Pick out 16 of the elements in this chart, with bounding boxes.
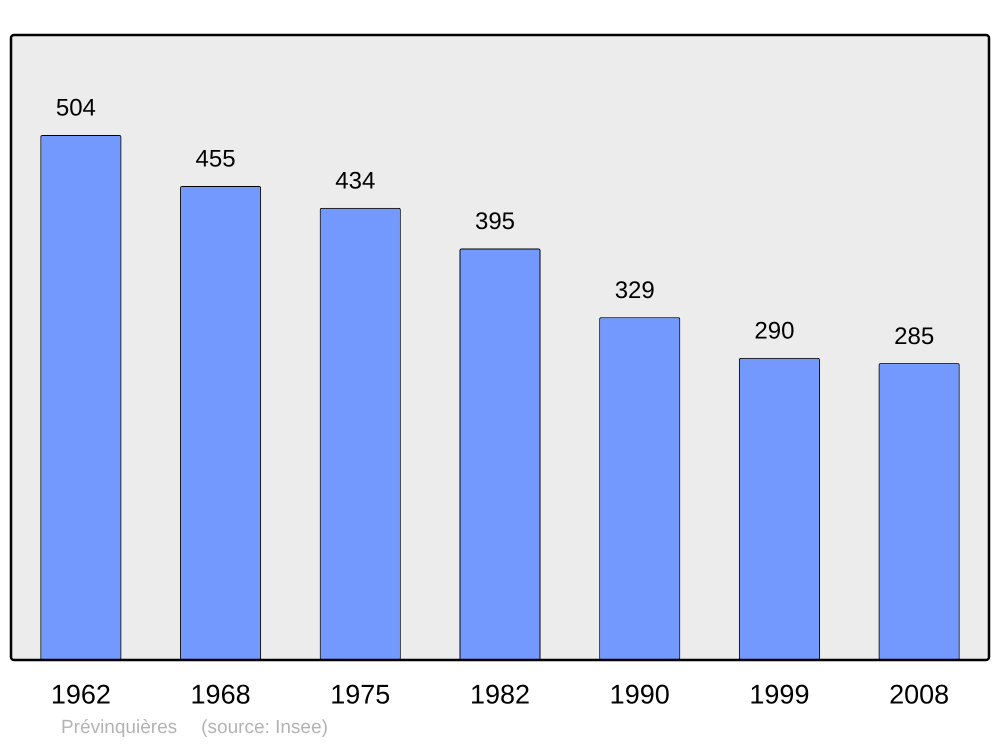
data-label: 290 xyxy=(754,318,794,345)
x-tick-label: 1975 xyxy=(330,680,390,710)
x-tick-label: 1962 xyxy=(50,680,111,710)
x-tick-label: 1968 xyxy=(190,680,251,710)
x-tick-label: 1999 xyxy=(749,680,810,710)
data-label: 504 xyxy=(56,94,96,122)
x-tick-label: 1982 xyxy=(470,680,530,710)
data-label: 455 xyxy=(196,146,236,173)
data-label: 285 xyxy=(894,322,934,350)
data-label: 395 xyxy=(474,208,516,236)
data-label: 329 xyxy=(614,276,655,304)
text: (source: Insee) xyxy=(201,717,328,738)
x-tick-label: 1990 xyxy=(610,680,670,710)
x-tick-label: 2008 xyxy=(889,680,950,710)
text: Prévinquières xyxy=(61,717,178,738)
data-label: 434 xyxy=(335,168,376,195)
